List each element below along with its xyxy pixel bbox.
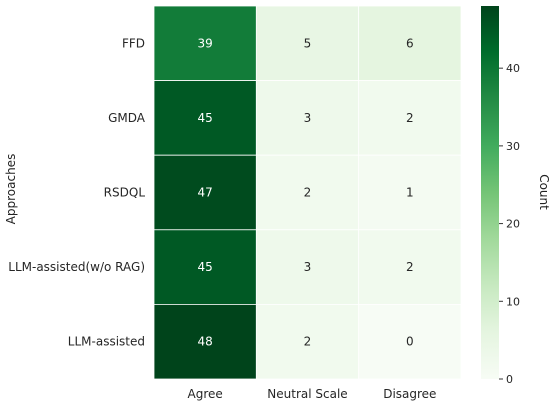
column-label: Disagree: [383, 387, 436, 401]
row-tick-labels: FFD GMDA RSDQL LLM-assisted(w/o RAG) LLM-ass…: [8, 36, 146, 348]
cell-value: 48: [198, 335, 213, 349]
colorbar-gradient: [481, 6, 499, 379]
cell-value: 45: [198, 111, 213, 125]
row-label: GMDA: [108, 111, 146, 125]
heatmap-cell: [255, 154, 360, 231]
row-label: RSDQL: [104, 186, 146, 200]
column-label: Agree: [188, 387, 223, 401]
colorbar-tick-label: 30: [506, 140, 520, 153]
column-tick-labels: Agree Neutral Scale Disagree: [188, 387, 437, 401]
heatmap-cell: [358, 229, 462, 305]
heatmap-cell: [255, 303, 360, 380]
heatmap-cell: [255, 5, 360, 81]
row-label: FFD: [122, 36, 145, 50]
heatmap-cell: [153, 5, 257, 81]
cell-value: 6: [406, 36, 414, 50]
colorbar-tick-label: 40: [506, 62, 520, 75]
cell-value: 47: [198, 186, 213, 200]
cell-value: 2: [406, 111, 414, 125]
heatmap-cell: [153, 303, 257, 380]
heatmap-cell: [358, 80, 462, 156]
heatmap-cell: [255, 80, 360, 156]
cell-value: 0: [406, 335, 414, 349]
colorbar-label: Count: [537, 174, 550, 210]
heatmap-cell: [153, 80, 257, 156]
column-label: Neutral Scale: [267, 387, 347, 401]
y-axis-label: Approaches: [4, 154, 18, 225]
cell-value: 3: [304, 111, 312, 125]
cell-value: 2: [406, 260, 414, 274]
row-label: LLM-assisted: [68, 335, 145, 349]
heatmap-cell: [358, 303, 462, 380]
cell-value: 3: [304, 260, 312, 274]
heatmap-cell: [358, 5, 462, 81]
cell-value: 5: [304, 36, 312, 50]
heatmap-cells: [153, 5, 462, 380]
cell-value: 2: [304, 335, 312, 349]
colorbar: 0 10 20 30 40: [481, 6, 520, 386]
colorbar-tick-label: 0: [506, 373, 513, 386]
cell-value: 39: [198, 36, 213, 50]
row-label: LLM-assisted(w/o RAG): [8, 260, 145, 274]
cell-value: 2: [304, 186, 312, 200]
cell-value: 1: [406, 186, 414, 200]
cell-value: 45: [198, 260, 213, 274]
colorbar-tick-label: 20: [506, 218, 520, 231]
cell-value-labels: 39 5 6 45 3 2 47 2 1 45 3 2 48 2 0: [198, 36, 414, 348]
colorbar-tick-label: 10: [506, 295, 520, 308]
heatmap-cell: [153, 229, 257, 305]
